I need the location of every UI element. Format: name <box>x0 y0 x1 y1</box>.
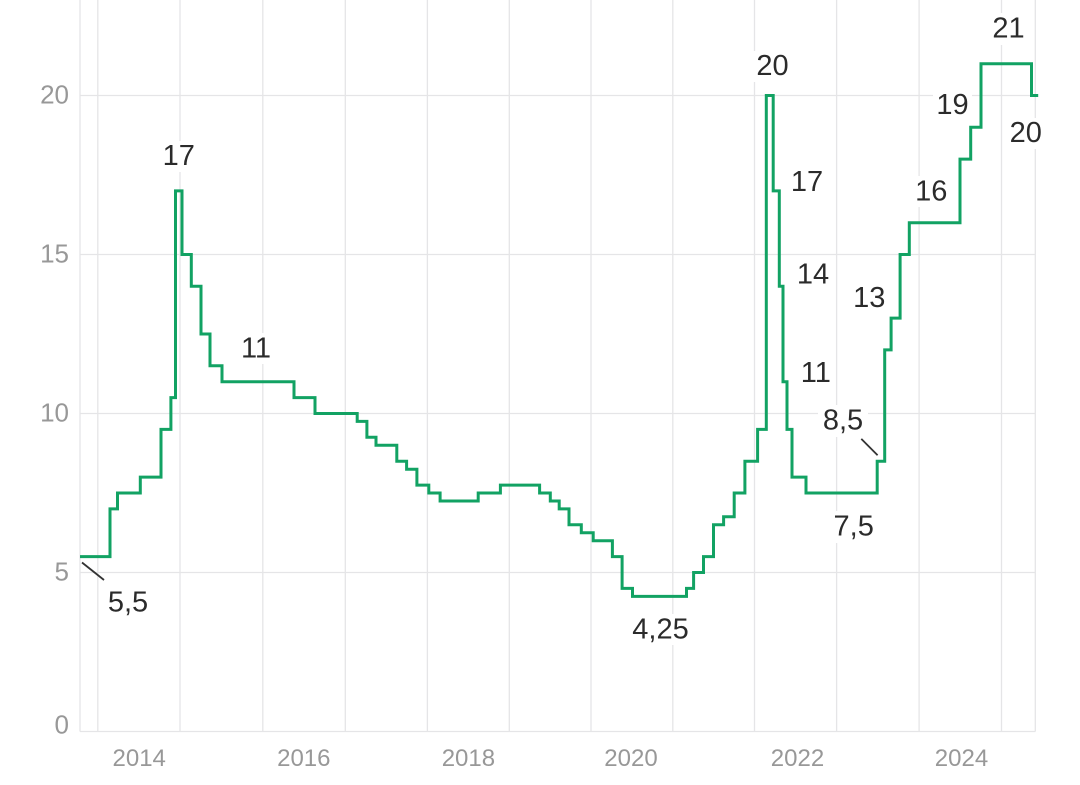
svg-text:19: 19 <box>936 89 968 121</box>
svg-text:21: 21 <box>992 13 1024 45</box>
svg-text:7,5: 7,5 <box>834 510 874 542</box>
svg-text:20: 20 <box>1010 117 1042 149</box>
svg-text:8,5: 8,5 <box>823 404 863 436</box>
svg-text:16: 16 <box>915 176 947 208</box>
svg-text:15: 15 <box>40 238 69 268</box>
svg-text:17: 17 <box>791 166 823 198</box>
svg-text:5: 5 <box>55 556 69 586</box>
svg-text:2024: 2024 <box>935 745 988 772</box>
svg-text:2020: 2020 <box>604 745 657 772</box>
svg-text:11: 11 <box>241 333 271 365</box>
svg-text:20: 20 <box>756 50 788 82</box>
svg-text:2016: 2016 <box>277 745 330 772</box>
svg-text:5,5: 5,5 <box>108 587 148 619</box>
svg-text:20: 20 <box>40 80 69 110</box>
svg-text:14: 14 <box>797 259 829 291</box>
svg-text:13: 13 <box>853 282 885 314</box>
svg-text:4,25: 4,25 <box>632 614 688 646</box>
svg-text:2014: 2014 <box>113 745 166 772</box>
svg-text:11: 11 <box>801 357 831 389</box>
svg-text:0: 0 <box>55 710 69 740</box>
svg-text:10: 10 <box>40 397 69 427</box>
svg-text:2018: 2018 <box>442 745 495 772</box>
svg-text:17: 17 <box>163 140 195 172</box>
svg-text:2022: 2022 <box>771 745 824 772</box>
